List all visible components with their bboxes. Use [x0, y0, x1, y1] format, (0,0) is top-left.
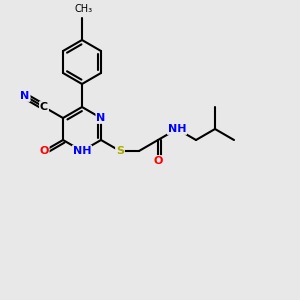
Text: NH: NH — [168, 124, 186, 134]
Text: N: N — [96, 113, 106, 123]
Text: CH₃: CH₃ — [75, 4, 93, 14]
Text: N: N — [20, 91, 30, 101]
Text: NH: NH — [73, 146, 91, 156]
Text: C: C — [40, 102, 48, 112]
Text: S: S — [116, 146, 124, 156]
Text: O: O — [153, 156, 163, 166]
Text: O: O — [39, 146, 49, 156]
